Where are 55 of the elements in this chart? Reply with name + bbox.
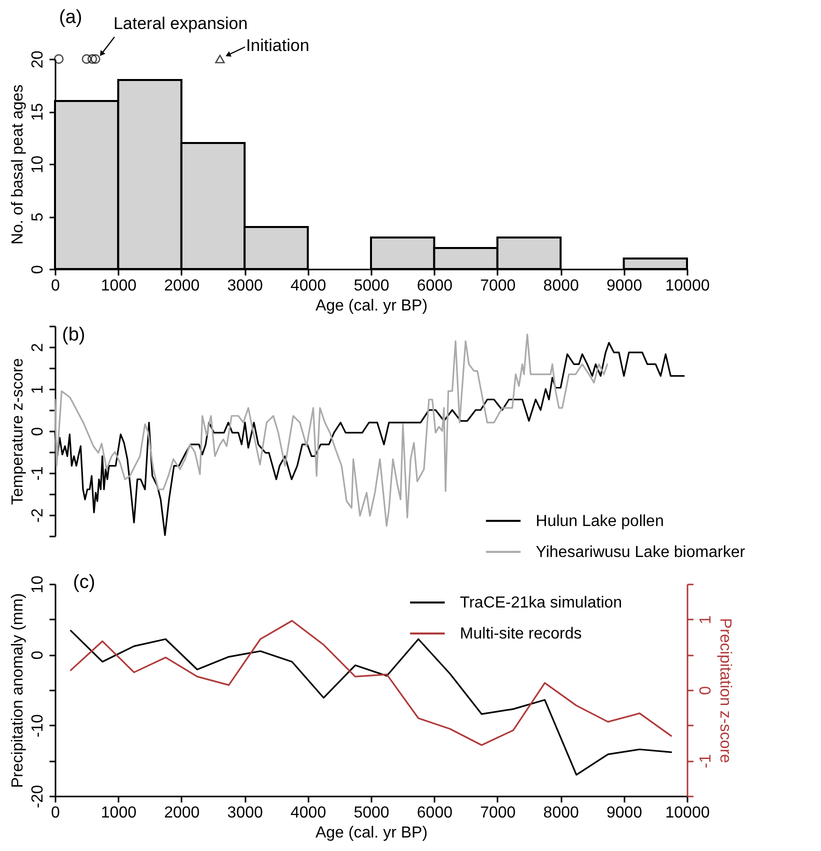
x-tick-label: 7000 — [480, 278, 516, 294]
y2-tick-label: 0 — [698, 686, 714, 695]
x-tick-label: 5000 — [354, 804, 390, 822]
x-tick-label: 1000 — [100, 804, 137, 822]
x-tick-label: 8000 — [543, 804, 579, 822]
x-tick-label: 3000 — [227, 278, 263, 294]
x-tick-label: 0 — [51, 278, 60, 294]
y-tick-label: 15 — [30, 103, 46, 121]
annotation: Initiation — [246, 36, 310, 55]
legend-label: TraCE-21ka simulation — [460, 594, 622, 612]
y2-tick-label: -1 — [698, 754, 714, 768]
x-tick-label: 3000 — [227, 804, 263, 822]
y-tick-label: -10 — [30, 714, 46, 738]
legend-label: Hulun Lake pollen — [536, 512, 664, 530]
y-tick-label: 10 — [30, 156, 46, 174]
y-tick-label: 0 — [30, 650, 46, 660]
chart-title: (a) — [59, 7, 82, 28]
legend-label: Yihesariwusu Lake biomarker — [536, 544, 746, 561]
x-tick-label: 6000 — [416, 278, 453, 294]
y-tick-label: 0 — [30, 426, 46, 436]
y-axis-title: Precipitation anomaly (mm) — [10, 593, 26, 788]
y-tick-label: -1 — [30, 466, 46, 481]
chart-title: (b) — [62, 324, 86, 346]
annotation: Lateral expansion — [113, 14, 248, 33]
x-axis-title: Age (cal. yr BP) — [315, 824, 428, 842]
x-tick-label: 4000 — [290, 804, 326, 822]
x-tick-label: 2000 — [164, 804, 200, 822]
y2-axis-title: Precipitation z-score — [716, 618, 734, 764]
y-tick-label: 20 — [30, 50, 46, 68]
y-axis-title: No. of basal peat ages — [10, 84, 26, 245]
x-tick-label: 7000 — [480, 804, 516, 822]
x-tick-label: 10000 — [665, 804, 710, 822]
x-tick-label: 8000 — [543, 278, 579, 294]
y-tick-label: -20 — [30, 784, 46, 808]
y-tick-label: 0 — [30, 264, 46, 274]
x-tick-label: 5000 — [354, 278, 390, 294]
y-tick-label: 2 — [30, 342, 46, 352]
x-tick-label: 4000 — [290, 278, 326, 294]
x-tick-label: 9000 — [606, 278, 642, 294]
x-tick-label: 1000 — [100, 278, 137, 294]
x-tick-label: 0 — [51, 804, 60, 822]
y2-tick-label: 1 — [698, 615, 714, 624]
x-axis-title: Age (cal. yr BP) — [315, 298, 428, 314]
x-tick-label: 9000 — [606, 804, 642, 822]
line-series — [70, 620, 672, 746]
x-tick-label: 6000 — [416, 804, 453, 822]
x-tick-label: 10000 — [665, 278, 710, 294]
y-tick-label: 1 — [30, 384, 46, 394]
legend-label: Multi-site records — [460, 626, 582, 642]
x-tick-label: 2000 — [164, 278, 200, 294]
y-axis-title: Temperature z-score — [10, 358, 26, 505]
y-tick-label: 5 — [30, 212, 46, 222]
y-tick-label: -2 — [30, 508, 46, 523]
chart-title: (c) — [73, 572, 96, 594]
y-tick-label: 10 — [30, 576, 46, 594]
